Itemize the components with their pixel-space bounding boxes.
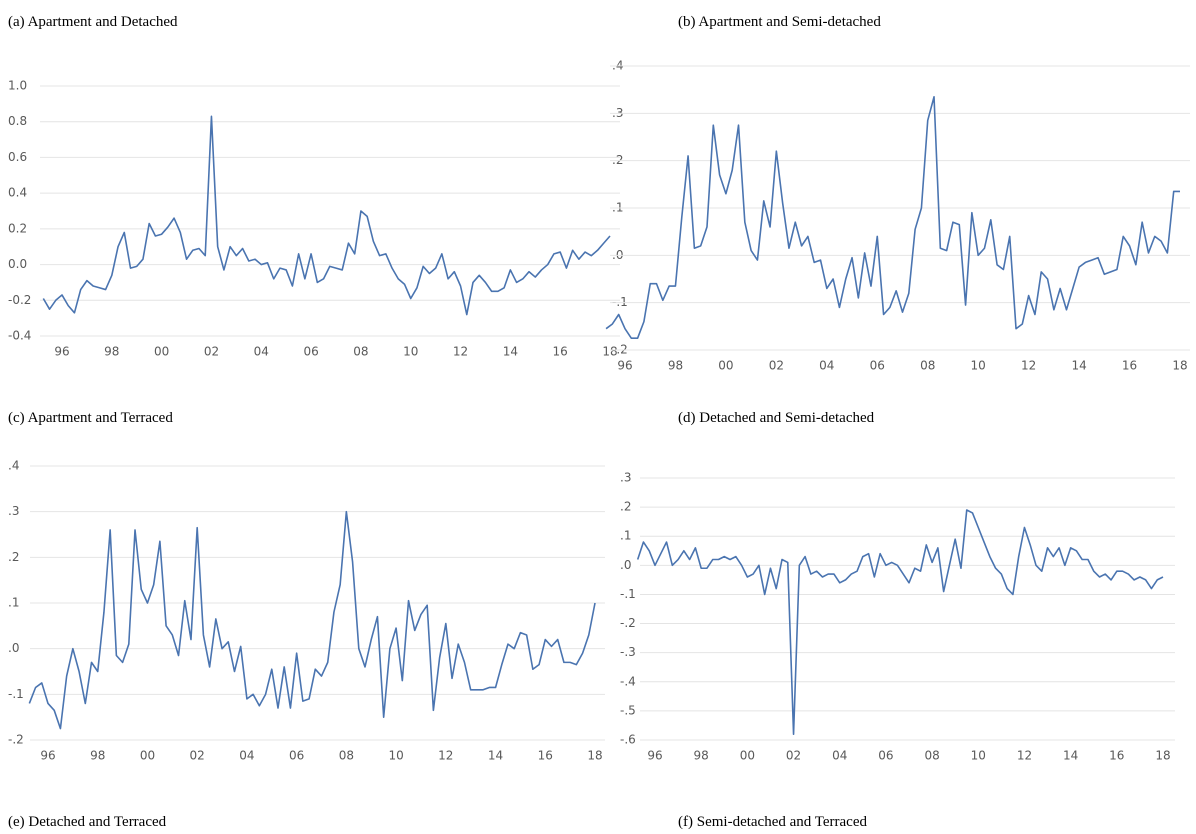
x-tick-label: 10 xyxy=(971,359,986,373)
y-tick-label: .0 xyxy=(620,558,631,572)
y-tick-label: -0.4 xyxy=(8,329,31,343)
x-tick-label: 12 xyxy=(453,345,468,359)
x-tick-label: 98 xyxy=(104,345,119,359)
x-tick-label: 12 xyxy=(1017,749,1032,763)
x-tick-label: 06 xyxy=(870,359,885,373)
y-tick-label: 0.8 xyxy=(8,114,27,128)
y-tick-label: .0 xyxy=(612,248,623,262)
x-tick-label: 06 xyxy=(289,749,304,763)
caption: (d) Detached and Semi-detached xyxy=(678,410,875,426)
x-tick-label: 04 xyxy=(254,345,269,359)
x-tick-label: 08 xyxy=(339,749,354,763)
y-tick-label: -.4 xyxy=(620,674,636,688)
x-tick-label: 06 xyxy=(303,345,318,359)
x-tick-label: 10 xyxy=(971,749,986,763)
x-tick-label: 02 xyxy=(204,345,219,359)
y-tick-label: 0.6 xyxy=(8,150,27,164)
x-tick-label: 18 xyxy=(1172,359,1187,373)
x-tick-label: 96 xyxy=(40,749,55,763)
x-tick-label: 00 xyxy=(154,345,169,359)
caption: (a) Apartment and Detached xyxy=(8,14,178,30)
y-tick-label: -0.2 xyxy=(8,293,31,307)
x-tick-label: 16 xyxy=(553,345,568,359)
y-tick-label: .2 xyxy=(620,500,631,514)
x-tick-label: 10 xyxy=(403,345,418,359)
x-tick-label: 96 xyxy=(647,749,662,763)
caption: (c) Apartment and Terraced xyxy=(8,410,173,426)
y-tick-label: .2 xyxy=(8,550,19,564)
x-tick-label: 02 xyxy=(769,359,784,373)
x-tick-label: 04 xyxy=(819,359,834,373)
x-tick-label: 06 xyxy=(878,749,893,763)
y-tick-label: -.5 xyxy=(620,703,636,717)
y-tick-label: .1 xyxy=(620,529,631,543)
x-tick-label: 12 xyxy=(1021,359,1036,373)
x-tick-label: 14 xyxy=(1063,749,1078,763)
x-tick-label: 04 xyxy=(832,749,847,763)
x-tick-label: 02 xyxy=(786,749,801,763)
x-tick-label: 18 xyxy=(587,749,602,763)
y-tick-label: 0.0 xyxy=(8,257,27,271)
x-tick-label: 14 xyxy=(488,749,503,763)
x-tick-label: 96 xyxy=(617,359,632,373)
x-tick-label: 00 xyxy=(140,749,155,763)
y-tick-label: .3 xyxy=(620,471,631,485)
caption: (e) Detached and Terraced xyxy=(8,814,167,830)
y-tick-label: .4 xyxy=(8,459,19,473)
y-tick-label: .0 xyxy=(8,641,19,655)
x-tick-label: 16 xyxy=(1122,359,1137,373)
y-tick-label: -.1 xyxy=(8,687,24,701)
x-tick-label: 16 xyxy=(538,749,553,763)
x-tick-label: 14 xyxy=(503,345,518,359)
line xyxy=(605,95,1180,339)
x-tick-label: 00 xyxy=(718,359,733,373)
x-tick-label: 18 xyxy=(1155,749,1170,763)
y-tick-label: -.2 xyxy=(620,616,636,630)
y-tick-label: -.6 xyxy=(620,733,636,747)
x-tick-label: 14 xyxy=(1071,359,1086,373)
y-tick-label: 1.0 xyxy=(8,79,27,93)
x-tick-label: 08 xyxy=(920,359,935,373)
y-tick-label: .3 xyxy=(8,504,19,518)
y-tick-label: -.1 xyxy=(620,587,636,601)
x-tick-label: 98 xyxy=(90,749,105,763)
y-tick-label: 0.4 xyxy=(8,186,27,200)
x-tick-label: 12 xyxy=(438,749,453,763)
y-tick-label: 0.2 xyxy=(8,221,27,235)
x-tick-label: 08 xyxy=(924,749,939,763)
line xyxy=(42,115,611,316)
x-tick-label: 08 xyxy=(353,345,368,359)
caption: (b) Apartment and Semi-detached xyxy=(678,14,881,30)
caption: (f) Semi-detached and Terraced xyxy=(678,814,867,830)
x-tick-label: 00 xyxy=(740,749,755,763)
x-tick-label: 10 xyxy=(388,749,403,763)
x-tick-label: 16 xyxy=(1109,749,1124,763)
y-tick-label: .1 xyxy=(8,596,19,610)
line xyxy=(636,509,1164,735)
x-tick-label: 18 xyxy=(602,345,617,359)
y-tick-label: -.3 xyxy=(620,645,636,659)
x-tick-label: 98 xyxy=(694,749,709,763)
line xyxy=(28,510,596,730)
x-tick-label: 98 xyxy=(668,359,683,373)
x-tick-label: 02 xyxy=(190,749,205,763)
y-tick-label: -.2 xyxy=(8,733,24,747)
x-tick-label: 96 xyxy=(54,345,69,359)
x-tick-label: 04 xyxy=(239,749,254,763)
